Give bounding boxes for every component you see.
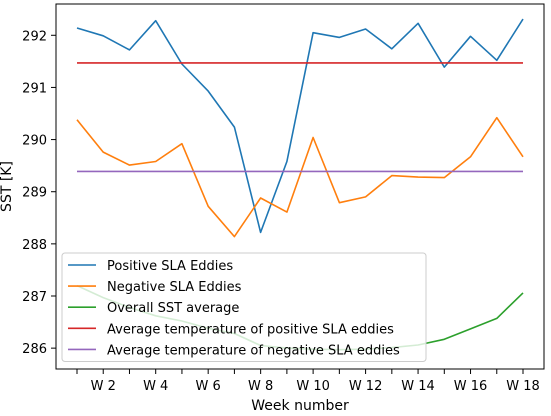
x-tick-label: W 4: [143, 379, 168, 394]
x-tick-label: W 18: [506, 379, 540, 394]
x-axis-label: Week number: [251, 398, 349, 412]
legend: Positive SLA Eddies Negative SLA Eddies Ov…: [61, 252, 427, 362]
legend-label: Average temperature of positive SLA eddi…: [107, 322, 394, 337]
legend-label: Average temperature of negative SLA eddi…: [107, 343, 400, 358]
series-line-1: [76, 18, 524, 234]
legend-box: [61, 252, 427, 362]
x-tick-label: W 14: [401, 379, 435, 394]
legend-label: Positive SLA Eddies: [107, 259, 233, 274]
x-tick-label: W 6: [196, 379, 221, 394]
y-tick-label: 288: [22, 238, 47, 253]
y-tick-label: 292: [22, 29, 47, 44]
y-axis-label: SST [K]: [0, 161, 15, 212]
y-tick-label: 286: [22, 342, 47, 357]
y-tick-label: 287: [22, 290, 47, 305]
x-tick-label: W 2: [91, 379, 116, 394]
y-tick-label: 291: [22, 81, 47, 96]
plot-frame: [55, 3, 545, 370]
legend-label: Overall SST average: [107, 301, 239, 316]
x-tick-label: W 12: [349, 379, 383, 394]
y-axis: 286 287 288 289 290 291 292: [22, 29, 56, 357]
series-line-2: [76, 116, 524, 238]
x-tick-label: W 16: [454, 379, 488, 394]
x-tick-label: W 8: [248, 379, 273, 394]
y-tick-label: 289: [22, 186, 47, 201]
legend-label: Negative SLA Eddies: [107, 280, 242, 295]
y-tick-label: 290: [22, 134, 47, 149]
x-tick-label: W 10: [296, 379, 330, 394]
x-axis: W 2 W 4 W 6 W 8 W 10 W 12 W 14 W 16 W 18: [76, 369, 540, 394]
